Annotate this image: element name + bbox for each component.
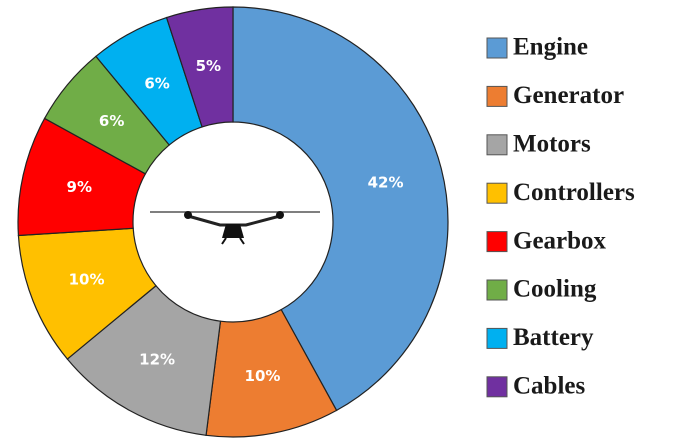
legend-swatch	[486, 134, 508, 156]
value-label: 10%	[245, 367, 281, 385]
value-label: 6%	[144, 74, 169, 92]
legend-label: Controllers	[513, 179, 635, 206]
legend-swatch	[486, 37, 508, 59]
legend-label: Gearbox	[513, 227, 607, 254]
legend-label: Engine	[513, 34, 588, 61]
legend-swatch	[486, 231, 508, 253]
value-label: 6%	[99, 112, 124, 130]
legend-label: Battery	[513, 324, 594, 351]
value-label: 5%	[196, 57, 221, 75]
legend-label: Cooling	[513, 276, 597, 303]
value-label: 9%	[67, 178, 92, 196]
donut: 42% 10% 12% 10% 9% 6% 6% 5%	[17, 6, 449, 438]
value-label: 10%	[69, 270, 105, 288]
legend-label: Generator	[513, 82, 624, 109]
legend-swatch	[486, 85, 508, 107]
drone-icon	[150, 211, 320, 245]
legend-label: Cables	[513, 373, 586, 400]
legend-swatch	[486, 327, 508, 349]
legend: Engine Generator Motors Controllers Gearbox C…	[486, 34, 635, 400]
donut-segment	[165, 6, 234, 128]
legend-swatch	[486, 182, 508, 204]
value-label: 12%	[139, 351, 175, 369]
donut-segment	[232, 6, 449, 412]
legend-swatch	[486, 376, 508, 398]
legend-label: Motors	[513, 131, 591, 158]
value-label: 42%	[368, 173, 404, 191]
legend-swatch	[486, 279, 508, 301]
